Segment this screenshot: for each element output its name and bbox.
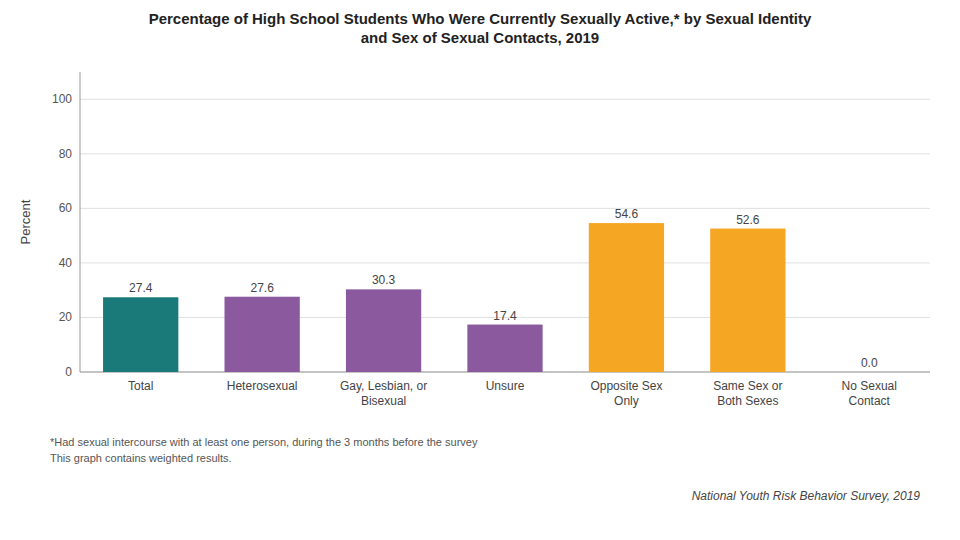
bar [710, 229, 785, 372]
grid-line [80, 99, 930, 100]
data-label: 52.6 [736, 213, 760, 227]
text-line: Opposite Sex [590, 379, 662, 393]
y-tick-label: 40 [59, 256, 73, 270]
bar [832, 372, 907, 373]
text-line: Contact [849, 394, 891, 408]
y-tick-label: 80 [59, 147, 73, 161]
data-label: 30.3 [372, 273, 396, 287]
text-line: Only [614, 394, 639, 408]
x-tick-label: Unsure [486, 379, 525, 393]
data-label: 17.4 [493, 309, 517, 323]
chart-svg: Percentage of High School Students Who W… [0, 0, 960, 540]
x-tick-label: Heterosexual [227, 379, 298, 393]
y-tick-label: 60 [59, 201, 73, 215]
text-line: Total [128, 379, 153, 393]
y-tick-label: 100 [52, 92, 72, 106]
text-line: Same Sex or [713, 379, 782, 393]
data-label: 27.4 [129, 281, 153, 295]
bar [346, 289, 421, 372]
text-line: Both Sexes [717, 394, 778, 408]
bar [589, 223, 664, 372]
grid-line [80, 262, 930, 263]
labels: 27.4 Total 27.6 Heterosexual 30.3 Gay, Lesbia… [128, 207, 897, 408]
bar [467, 325, 542, 372]
source: National Youth Risk Behavior Survey, 201… [692, 489, 921, 503]
y-axis: 0 20 40 60 80 100 [52, 72, 930, 379]
bars [103, 223, 785, 372]
x-tick-label: No SexualContact [842, 379, 897, 408]
data-label: 54.6 [615, 207, 639, 221]
y-tick-label: 20 [59, 310, 73, 324]
y-axis-line [80, 72, 81, 372]
grid-line [80, 208, 930, 209]
text-line: Heterosexual [227, 379, 298, 393]
y-axis-label: Percent [18, 199, 33, 244]
data-label: 0.0 [861, 356, 878, 370]
x-tick-label: Same Sex orBoth Sexes [713, 379, 782, 408]
footnote: *Had sexual intercourse with at least on… [50, 436, 478, 448]
data-label: 27.6 [250, 281, 274, 295]
y-tick-label: 0 [65, 365, 72, 379]
bar [103, 297, 178, 372]
x-tick-label: Total [128, 379, 153, 393]
chart-container: Percentage of High School Students Who W… [0, 0, 960, 540]
text-line: No Sexual [842, 379, 897, 393]
footnote: This graph contains weighted results. [50, 452, 232, 464]
x-tick-label: Gay, Lesbian, orBisexual [340, 379, 427, 408]
grid-line [80, 153, 930, 154]
text-line: Percentage of High School Students Who W… [149, 10, 812, 27]
title: Percentage of High School Students Who W… [149, 10, 812, 46]
text-line: and Sex of Sexual Contacts, 2019 [361, 29, 599, 46]
x-tick-label: Opposite SexOnly [590, 379, 662, 408]
text-line: Bisexual [361, 394, 406, 408]
text-line: Gay, Lesbian, or [340, 379, 427, 393]
bar [225, 297, 300, 372]
text-line: Unsure [486, 379, 525, 393]
